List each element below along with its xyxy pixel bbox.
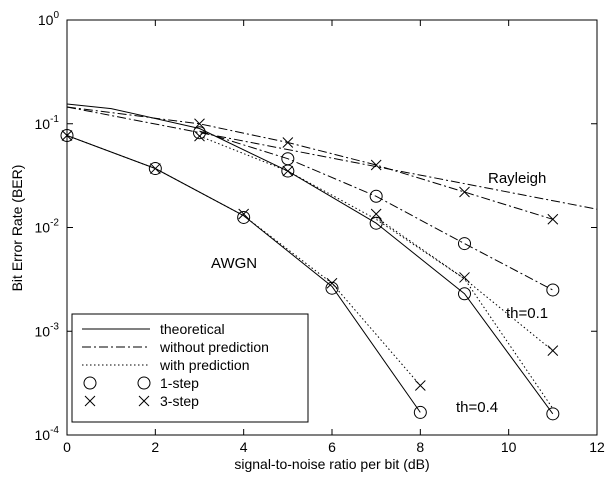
series-line-dashdot [199,130,554,291]
circle-marker [193,126,206,140]
legend-swatch-3-step-right [138,395,150,407]
legend-label-3-step: 3-step [160,393,199,409]
cross-marker [282,165,294,177]
cross-marker [370,208,382,220]
legend-label-with-prediction: with prediction [159,357,250,373]
circle-marker [413,405,427,419]
y-axis-label: Bit Error Rate (BER) [9,165,25,292]
circle-marker [60,129,74,143]
y-tick-label: 10-2 [35,218,60,236]
cross-marker [194,130,205,142]
cross-marker [547,345,559,357]
legend-swatch-3-step-left [84,395,96,407]
cross-marker [370,159,382,171]
series-line-dashdot [66,106,598,210]
y-tick-label: 10-3 [35,321,60,339]
circle-marker [369,216,383,230]
legend-label-theoretical: theoretical [160,321,225,337]
y-tick-label: 10-4 [35,425,60,443]
circle-marker [237,210,251,224]
series-line-solid [66,135,421,413]
circle-marker [546,407,560,421]
legend: theoretical without prediction with pred… [71,313,309,423]
x-tick-label: 8 [416,439,424,455]
legend-label-without-prediction: without prediction [159,339,269,355]
legend-label-1-step: 1-step [160,375,199,391]
y-tick-label: 10-1 [35,114,60,132]
x-tick-label: 2 [151,439,159,455]
cross-marker [547,213,559,225]
x-axis-label: signal-to-noise ratio per bit (dB) [234,456,429,472]
annotation-rayleigh: Rayleigh [488,170,546,187]
cross-marker [282,137,294,148]
annotation-th-0-4: th=0.4 [456,399,498,416]
y-tick-label: 100 [38,10,60,28]
cross-marker [238,208,250,220]
circle-marker [458,237,471,251]
x-tick-label: 4 [240,439,248,455]
cross-marker [459,186,470,198]
x-tick-label: 12 [589,439,605,455]
legend-swatch-1-step-right [137,376,151,390]
cross-marker [194,118,205,130]
cross-marker [61,130,73,141]
cross-marker [149,163,161,174]
x-tick-label: 6 [328,439,336,455]
cross-marker [326,277,338,289]
cross-marker [414,380,426,391]
legend-swatch-1-step-left [83,376,97,390]
x-tick-label: 0 [63,439,71,455]
x-tick-label: 10 [501,439,517,455]
legend-box [71,313,309,423]
cross-marker [459,272,470,283]
annotation-awgn: AWGN [211,255,257,272]
circle-marker [369,189,383,203]
circle-marker [148,162,162,176]
circle-marker [546,283,560,297]
axis-ticks: 0 2 4 6 8 10 12 10-4 10-3 10-2 10-1 100 [35,10,605,455]
marker-layer [60,118,560,421]
circle-marker [458,287,471,301]
annotation-th-0-1: th=0.1 [506,305,548,322]
circle-marker [281,164,295,178]
circle-marker [325,281,339,295]
